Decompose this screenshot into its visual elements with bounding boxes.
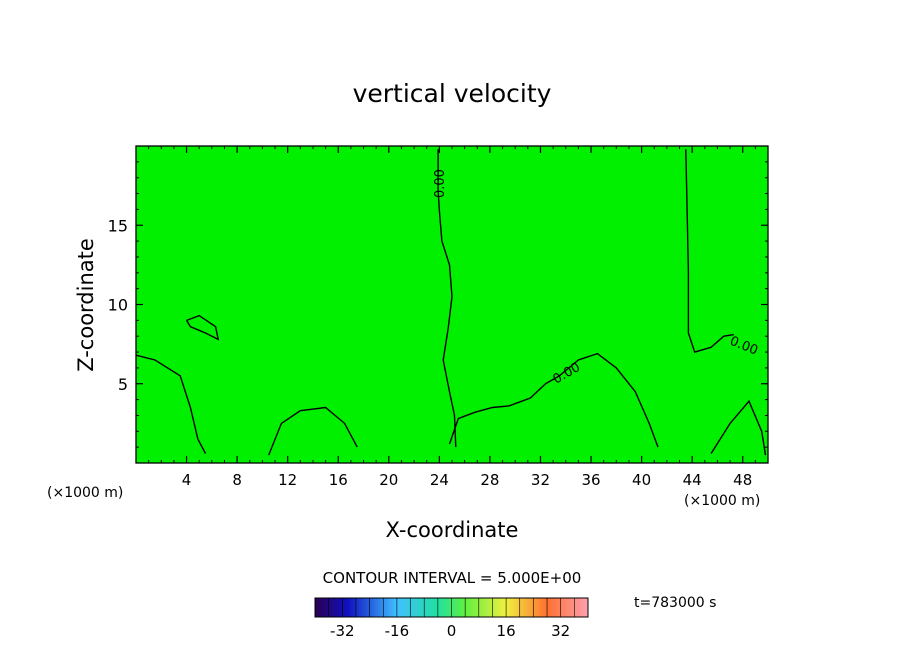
x-tick-label: 40 — [632, 471, 651, 489]
contour-interval-label: CONTOUR INTERVAL = 5.000E+00 — [323, 569, 582, 587]
x-tick-label: 8 — [232, 471, 242, 489]
x-tick-label: 32 — [531, 471, 550, 489]
y-tick-label: 15 — [108, 216, 128, 235]
x-tick-label: 4 — [182, 471, 192, 489]
x-tick-label: 28 — [480, 471, 499, 489]
contour-far-right-bump — [710, 399, 767, 456]
colorbar-ticks: -32 -16 0 16 32 — [314, 598, 589, 640]
x-tick-label: 16 — [329, 471, 348, 489]
y-tick-label: 5 — [118, 375, 128, 394]
x-tick-label: 20 — [379, 471, 398, 489]
y-axis-label: Z-coordinate — [74, 238, 98, 372]
x-unit-label-left: (×1000 m) — [47, 485, 123, 501]
x-tick-label: 24 — [430, 471, 449, 489]
colorbar-tick-label: 16 — [497, 622, 516, 640]
time-label: t=783000 s — [634, 595, 716, 611]
contour-right-ridge — [448, 352, 659, 448]
contour-left-bump — [135, 354, 207, 454]
x-axis-label: X-coordinate — [386, 518, 519, 542]
colorbar-tick-label: 32 — [551, 622, 570, 640]
contour-lines — [135, 149, 767, 456]
colorbar-tick-label: -32 — [330, 622, 355, 640]
plot-area — [136, 146, 768, 463]
contour-oval — [186, 314, 220, 341]
contour-label-top: 0.00 — [433, 169, 448, 198]
x-unit-label-right: (×1000 m) — [684, 493, 760, 509]
x-tick-label: 12 — [278, 471, 297, 489]
contour-center-bump — [268, 406, 358, 456]
x-tick-label: 44 — [683, 471, 702, 489]
contour-mid — [437, 149, 457, 448]
chart-title: vertical velocity — [353, 79, 552, 108]
x-tick-label: 48 — [733, 471, 752, 489]
contour-right-column — [685, 149, 735, 353]
y-tick-label: 10 — [108, 296, 128, 315]
colorbar-tick-label: -16 — [385, 622, 410, 640]
x-tick-label: 36 — [581, 471, 600, 489]
colorbar-tick-label: 0 — [447, 622, 457, 640]
